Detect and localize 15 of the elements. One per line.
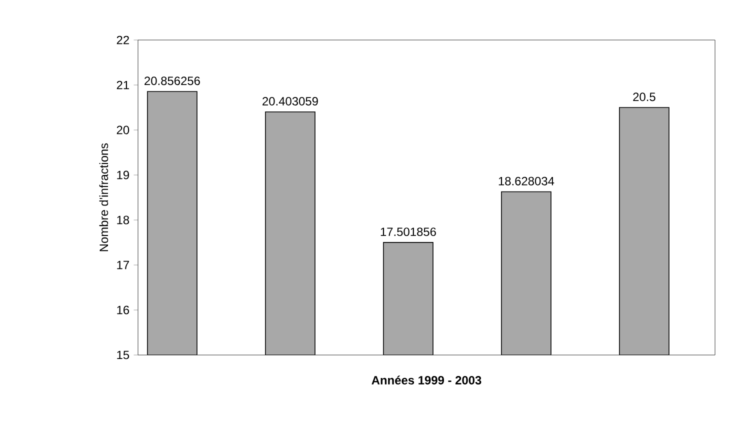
data-label: 18.628034 [498, 176, 554, 186]
y-tick-label: 19 [117, 170, 129, 180]
y-tick-label: 17 [117, 260, 129, 270]
data-label: 20.5 [633, 92, 656, 102]
y-tick-label: 22 [116, 36, 129, 44]
data-label: 17.501856 [380, 228, 436, 236]
y-tick-label: 15 [117, 350, 130, 360]
data-label: 20.856256 [144, 76, 200, 86]
x-axis-title: Années 1999 - 2003 [372, 376, 482, 384]
y-tick-label: 20 [116, 126, 130, 134]
y-axis-title: Nombre d'infractions [99, 143, 108, 252]
y-tick-label: 16 [117, 306, 130, 314]
y-tick-label: 21 [116, 80, 129, 90]
data-label: 20.403059 [262, 97, 318, 106]
y-tick-label: 18 [117, 216, 130, 224]
